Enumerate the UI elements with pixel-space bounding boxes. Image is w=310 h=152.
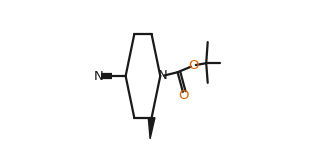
Text: O: O (188, 59, 199, 72)
Polygon shape (148, 118, 155, 139)
Text: O: O (178, 89, 188, 102)
Text: N: N (93, 69, 103, 83)
Text: N: N (158, 69, 168, 82)
